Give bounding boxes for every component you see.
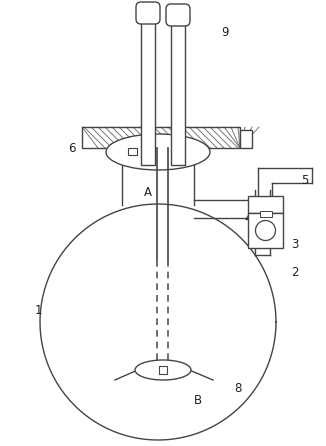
Bar: [141, 19, 155, 165]
Bar: [128, 148, 137, 155]
Bar: [171, 21, 185, 165]
Bar: [82, 127, 240, 148]
Text: 9: 9: [221, 25, 229, 38]
Text: B: B: [194, 393, 202, 406]
Bar: [172, 148, 181, 155]
Bar: [248, 196, 283, 213]
Text: 2: 2: [291, 265, 299, 278]
Ellipse shape: [256, 220, 275, 240]
Bar: [248, 213, 283, 248]
Text: 6: 6: [68, 141, 76, 154]
Bar: [259, 211, 272, 217]
Bar: [240, 130, 252, 148]
Text: 4: 4: [244, 211, 252, 224]
Text: 7: 7: [148, 24, 156, 37]
Bar: [159, 366, 167, 374]
Text: 5: 5: [301, 173, 309, 186]
Text: 3: 3: [291, 239, 299, 252]
Ellipse shape: [135, 360, 191, 380]
Text: A: A: [144, 186, 152, 198]
FancyBboxPatch shape: [136, 2, 160, 24]
Text: 8: 8: [234, 381, 242, 395]
FancyBboxPatch shape: [166, 4, 190, 26]
Text: 1: 1: [34, 303, 42, 317]
Ellipse shape: [106, 134, 210, 170]
Bar: [82, 127, 240, 148]
